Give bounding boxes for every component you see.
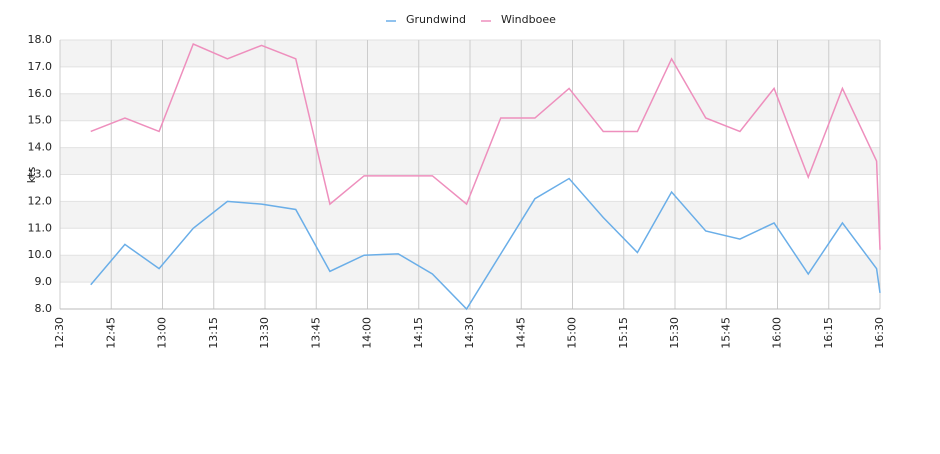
y-tick-label: 8.0 (35, 302, 53, 315)
y-axis-label: kts (25, 167, 38, 184)
x-tick-label: 16:15 (822, 317, 835, 349)
x-tick-label: 16:00 (771, 317, 784, 349)
y-tick-label: 14.0 (28, 141, 53, 154)
x-tick-label: 12:45 (104, 317, 117, 349)
x-tick-label: 13:00 (156, 317, 169, 349)
x-tick-label: 14:15 (412, 317, 425, 349)
x-tick-label: 14:00 (361, 317, 374, 349)
series-line (90, 43, 881, 250)
legend-label: Grundwind (406, 13, 466, 26)
x-tick-label: 15:30 (668, 317, 681, 349)
x-tick-label: 15:00 (566, 317, 579, 349)
y-tick-label: 10.0 (28, 248, 53, 261)
x-tick-label: 13:15 (207, 317, 220, 349)
y-tick-label: 12.0 (28, 194, 53, 207)
series-line (90, 177, 881, 311)
x-tick-label: 14:30 (463, 317, 476, 349)
legend-label: Windboee (501, 13, 556, 26)
y-tick-label: 11.0 (28, 221, 53, 234)
x-tick-label: 13:45 (309, 317, 322, 349)
y-tick-label: 17.0 (28, 60, 53, 73)
x-tick-label: 12:30 (53, 317, 66, 349)
y-tick-label: 9.0 (35, 275, 53, 288)
x-tick-label: 15:45 (719, 317, 732, 349)
x-tick-label: 14:45 (514, 317, 527, 349)
y-tick-label: 15.0 (28, 114, 53, 127)
y-tick-label: 16.0 (28, 87, 53, 100)
y-tick-label: 13.0 (28, 168, 53, 181)
x-tick-label: 13:30 (258, 317, 271, 349)
x-tick-label: 16:30 (873, 317, 886, 349)
y-tick-label: 18.0 (28, 33, 53, 46)
x-tick-label: 15:15 (617, 317, 630, 349)
